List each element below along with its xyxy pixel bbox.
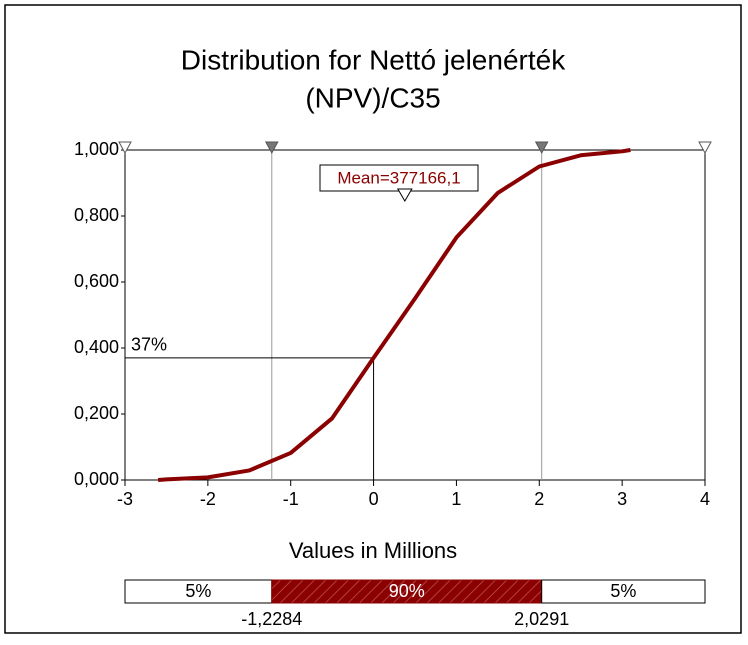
axis-marker [698,141,712,155]
y-tick-label: 0,600 [74,271,119,291]
cdf-curve [157,148,631,482]
probability-label: 90% [389,581,425,601]
x-tick-label: 0 [369,489,379,509]
crosshair-label: 37% [131,335,167,355]
y-tick-label: 0,200 [74,403,119,423]
x-tick-label: -2 [200,489,216,509]
frame [4,4,742,634]
y-tick-label: 0,400 [74,337,119,357]
probability-segment [541,579,706,604]
x-tick-label: -3 [117,489,133,509]
probability-label: 5% [185,581,211,601]
delimiter-label: 2,0291 [514,609,569,629]
chart-title: Distribution for Nettó jelenérték [181,44,566,75]
x-tick-label: 2 [534,489,544,509]
x-tick-label: -1 [283,489,299,509]
delimiter-marker [534,141,549,155]
y-tick-label: 1,000 [74,139,119,159]
x-tick-label: 4 [700,489,710,509]
mean-label: Mean=377166,1 [337,168,460,187]
mean-marker [396,188,413,202]
delimiter-marker [264,141,279,155]
x-tick-label: 1 [451,489,461,509]
x-tick-label: 3 [617,489,627,509]
y-tick-label: 0,800 [74,205,119,225]
x-axis-label: Values in Millions [289,538,457,563]
probability-label: 5% [610,581,636,601]
axis-marker [118,141,132,155]
delimiter-label: -1,2284 [241,609,302,629]
y-tick-label: 0,000 [74,469,119,489]
plot-frame [124,149,706,480]
chart-subtitle: (NPV)/C35 [305,82,440,113]
